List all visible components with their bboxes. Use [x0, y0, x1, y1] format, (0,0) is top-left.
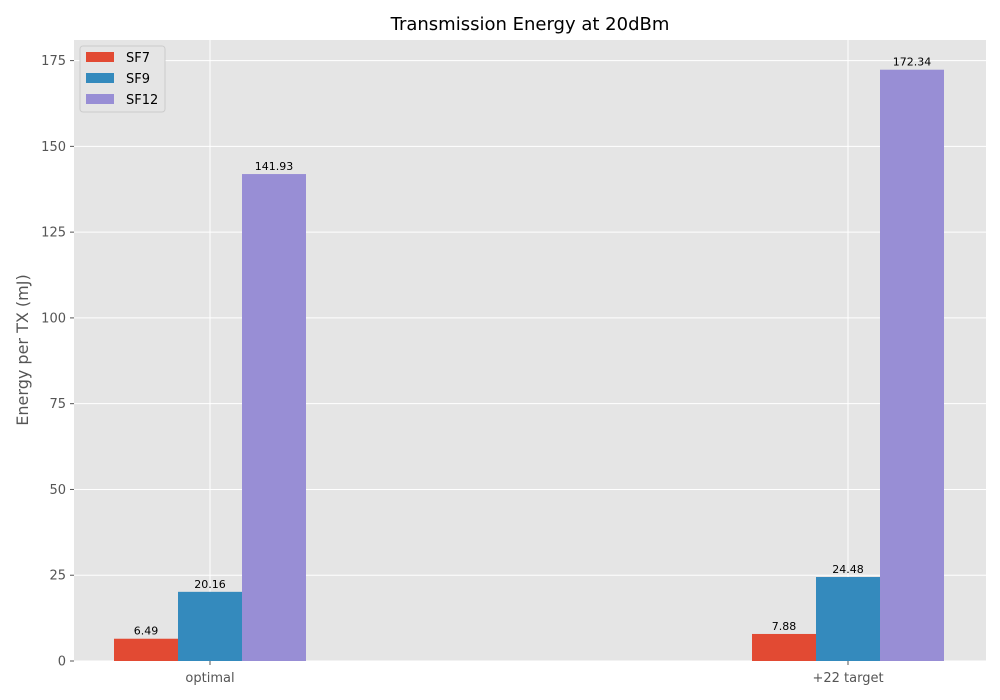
bar-value-labels: 6.49 7.88 20.16 24.48 141.93 172.34	[134, 56, 932, 638]
x-tick-label: +22 target	[812, 671, 883, 686]
bar-value-label: 172.34	[893, 56, 932, 69]
x-tick-label: optimal	[185, 671, 234, 686]
bar-value-label: 6.49	[134, 625, 159, 638]
legend-label-sf9: SF9	[126, 72, 150, 87]
legend: SF7 SF9 SF12	[79, 45, 166, 113]
y-tick-label: 100	[41, 311, 66, 326]
bar-sf7-0	[114, 638, 178, 661]
bar-value-label: 20.16	[194, 578, 226, 591]
bar-value-label: 141.93	[255, 160, 294, 173]
bar-sf7-1	[752, 633, 816, 661]
y-tick-label: 25	[49, 569, 66, 584]
bar-value-label: 7.88	[772, 620, 797, 633]
legend-label-sf12: SF12	[126, 93, 158, 108]
bar-value-label: 24.48	[832, 563, 864, 576]
bar-sf12-1	[880, 69, 944, 662]
bar-sf12-0	[242, 174, 306, 661]
y-tick-label: 125	[41, 226, 66, 241]
legend-swatch-sf12	[86, 94, 114, 104]
bars	[114, 69, 944, 662]
legend-swatch-sf9	[86, 73, 114, 83]
legend-swatch-sf7	[86, 52, 114, 62]
legend-label-sf7: SF7	[126, 51, 150, 66]
y-tick-label: 175	[41, 54, 66, 69]
bar-sf9-0	[178, 591, 242, 661]
grid-lines	[74, 40, 986, 662]
x-axis-ticks: optimal +22 target	[185, 661, 884, 686]
bar-sf9-1	[816, 577, 880, 661]
y-tick-label: 75	[49, 397, 66, 412]
plot-area	[74, 40, 986, 661]
chart-title: Transmission Energy at 20dBm	[390, 14, 670, 35]
y-axis-ticks: 0 25 50 75 100 125 150 175	[41, 54, 74, 670]
y-tick-label: 0	[58, 655, 66, 670]
y-tick-label: 150	[41, 140, 66, 155]
y-axis-label: Energy per TX (mJ)	[13, 274, 32, 425]
y-tick-label: 50	[49, 483, 66, 498]
